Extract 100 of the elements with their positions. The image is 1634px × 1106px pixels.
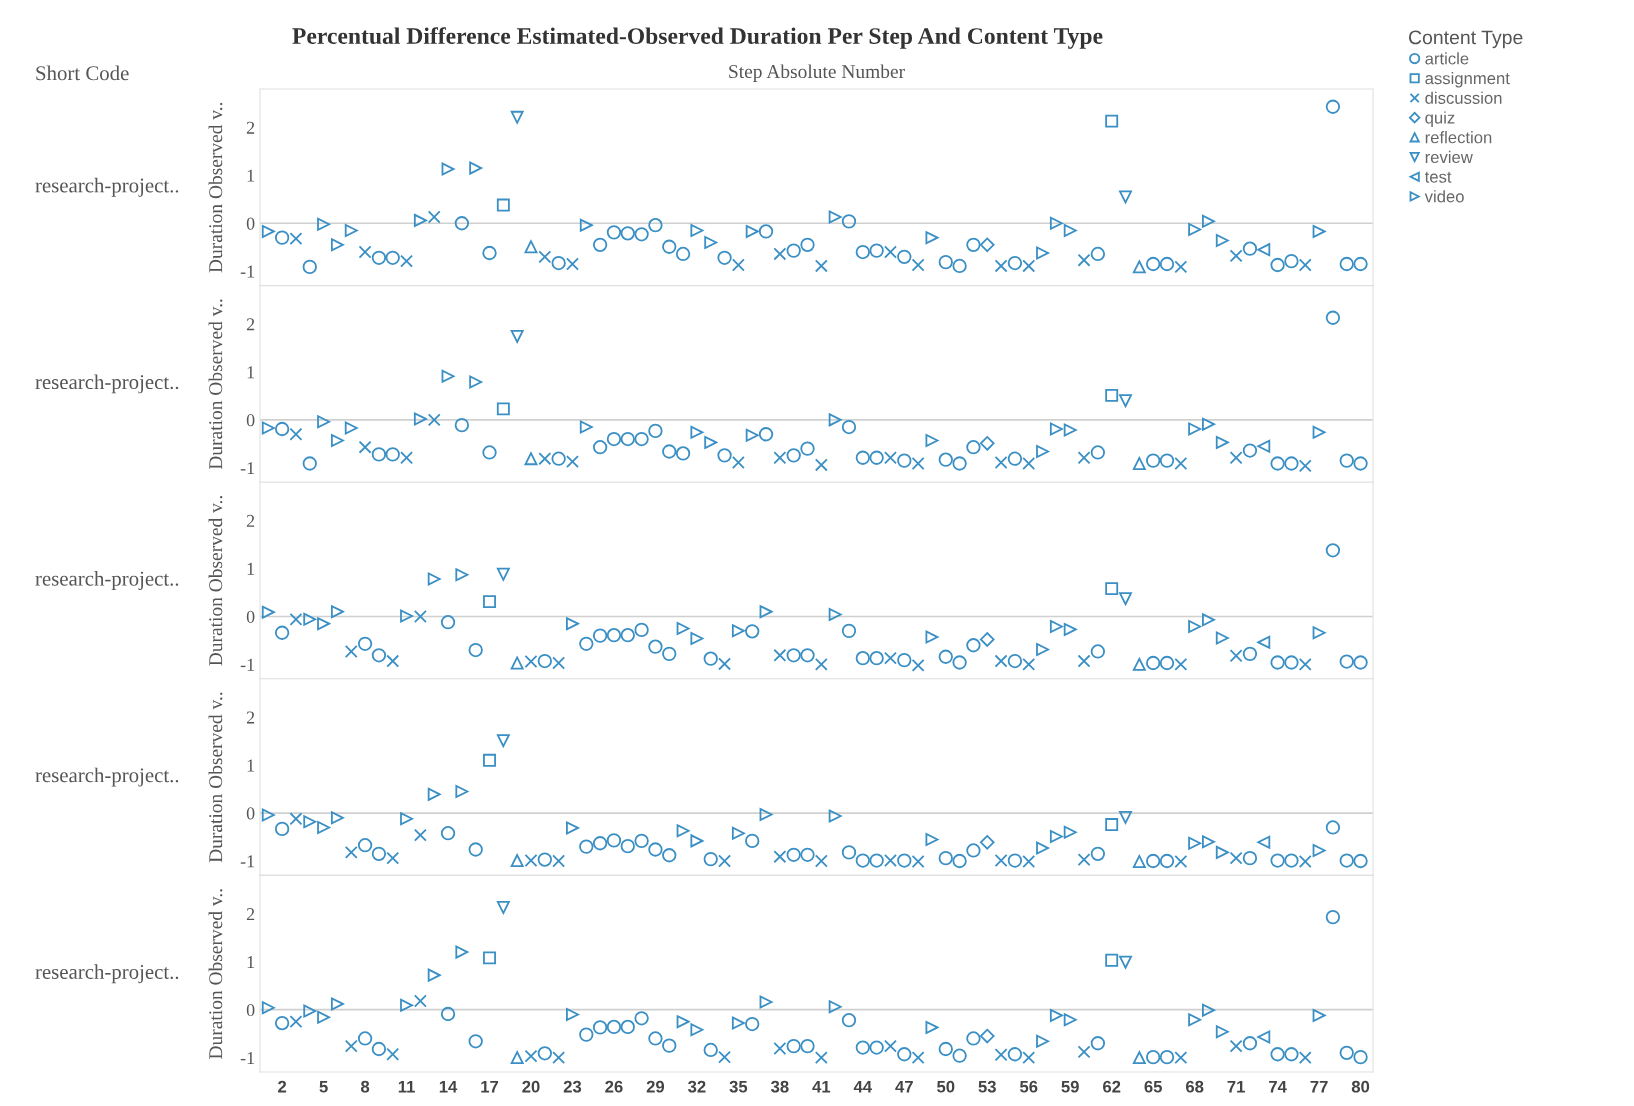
point	[717, 250, 732, 265]
point	[592, 237, 608, 252]
point	[1090, 846, 1106, 861]
text: research-project..	[35, 767, 179, 787]
point	[841, 623, 857, 639]
point	[1077, 253, 1091, 267]
point	[1353, 853, 1368, 869]
point	[1007, 653, 1023, 669]
point	[303, 815, 317, 829]
x-tick-label: 65	[1144, 1080, 1162, 1093]
point	[786, 1038, 801, 1054]
point	[966, 843, 981, 858]
point	[1174, 657, 1188, 671]
point	[427, 572, 441, 586]
point	[261, 224, 275, 238]
point	[413, 994, 427, 1008]
point	[1090, 246, 1106, 262]
point	[1105, 953, 1119, 967]
point	[289, 1015, 303, 1029]
point	[1022, 657, 1036, 671]
point	[413, 412, 427, 426]
point	[274, 821, 290, 837]
text: research-project..	[35, 571, 179, 590]
point	[1022, 855, 1036, 868]
x-tick-label: 35	[729, 1080, 748, 1093]
y-tick-label: -1	[240, 462, 255, 475]
point	[911, 258, 925, 272]
point	[1188, 620, 1202, 633]
point	[1063, 223, 1077, 237]
point	[718, 1050, 732, 1064]
point	[1077, 1045, 1091, 1059]
y-tick-label: 0	[246, 1003, 255, 1017]
point	[979, 436, 995, 451]
point	[358, 440, 372, 454]
point	[718, 854, 732, 868]
point	[1049, 620, 1063, 633]
y-axis-title: Duration Observed v..	[208, 889, 223, 1059]
point	[524, 1049, 538, 1063]
y-tick-label: 0	[246, 610, 255, 623]
point	[759, 995, 773, 1009]
point	[773, 1042, 787, 1055]
point	[952, 853, 967, 869]
point	[400, 998, 414, 1012]
point	[1049, 1008, 1063, 1022]
point	[330, 605, 344, 619]
point	[828, 809, 842, 823]
x-tick-label: 77	[1310, 1080, 1328, 1093]
point	[344, 223, 358, 237]
legend-label: discussion	[1425, 91, 1502, 104]
y-tick-label: 2	[246, 514, 255, 527]
point	[1119, 810, 1132, 824]
point	[620, 226, 635, 241]
point	[897, 249, 912, 264]
point	[1077, 451, 1091, 465]
point	[1132, 260, 1146, 274]
point	[952, 456, 967, 471]
point	[537, 653, 552, 669]
point	[1119, 592, 1132, 606]
y-tick-label: 2	[246, 908, 255, 921]
point	[828, 1000, 842, 1014]
point	[925, 832, 939, 846]
x-tick-label: 68	[1185, 1080, 1204, 1093]
point	[1215, 234, 1229, 247]
point	[952, 258, 967, 274]
point	[786, 648, 801, 663]
point	[496, 901, 510, 914]
x-tick-label: 47	[895, 1080, 913, 1093]
point	[925, 231, 939, 245]
point	[773, 850, 787, 864]
point	[606, 431, 622, 447]
point	[1132, 1051, 1146, 1065]
point	[1270, 853, 1285, 868]
y-tick-label: 2	[246, 318, 255, 331]
point	[1353, 456, 1368, 471]
point	[302, 456, 317, 471]
point	[1174, 1051, 1188, 1065]
point	[1159, 853, 1175, 869]
point	[703, 651, 718, 666]
point	[289, 612, 303, 626]
point	[1257, 635, 1271, 649]
legend-label: assignment	[1425, 72, 1510, 88]
point	[758, 224, 774, 239]
point	[400, 812, 414, 826]
point	[841, 214, 857, 229]
point	[1036, 1034, 1050, 1048]
point	[1202, 417, 1215, 431]
point	[869, 651, 884, 666]
point	[1188, 422, 1202, 436]
point	[1353, 256, 1368, 272]
point	[897, 853, 912, 868]
legend-label: review	[1425, 150, 1473, 164]
point	[357, 838, 373, 853]
point	[884, 651, 897, 665]
point	[440, 615, 456, 630]
point	[690, 632, 704, 645]
point	[758, 427, 774, 442]
point	[468, 842, 483, 857]
point	[745, 428, 759, 442]
point	[1270, 655, 1285, 670]
point	[455, 945, 469, 959]
